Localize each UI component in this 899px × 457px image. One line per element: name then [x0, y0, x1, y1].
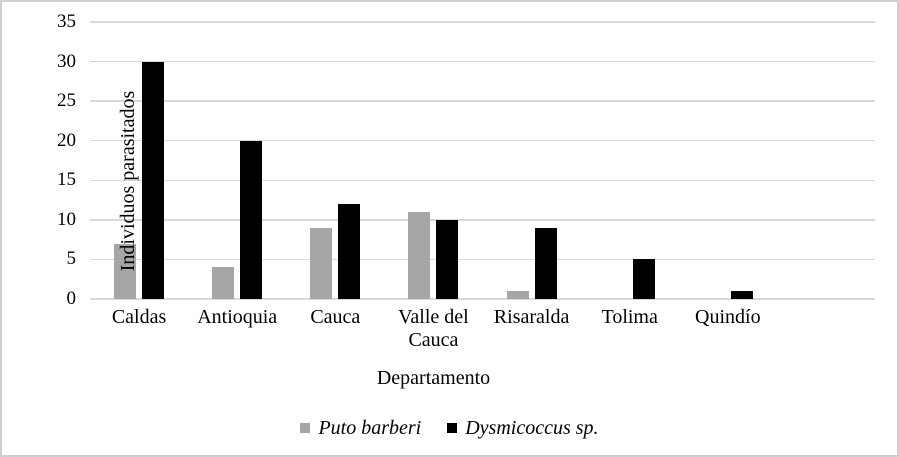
- y-tick-label-35: 35: [57, 11, 76, 32]
- x-category-label-Quindío: Quindío: [695, 306, 761, 328]
- category-slot-Caldas: [90, 22, 188, 299]
- legend-swatch-icon: [447, 423, 458, 433]
- x-category-label-Risaralda: Risaralda: [493, 306, 570, 328]
- bar-puto-barberi-4: [506, 291, 529, 299]
- category-slot-Cauca: [286, 22, 384, 299]
- bar-puto-barberi-2: [310, 227, 333, 299]
- category-slot-Antioquia: [188, 22, 286, 299]
- x-category-label-Valle del Cauca: Valle del Cauca: [398, 306, 469, 351]
- bar-puto-barberi-0: [114, 243, 137, 299]
- bar-dysmicoccus-sp--6: [730, 291, 753, 299]
- gridline-25: [90, 100, 875, 102]
- gridline-15: [90, 179, 875, 182]
- legend-item-dysmicoccus-sp-: Dysmicoccus sp.: [447, 416, 599, 440]
- x-category-label-Tolima: Tolima: [601, 306, 658, 328]
- gridline-10: [90, 219, 875, 221]
- legend: Puto barberi Dysmicoccus sp.: [2, 416, 897, 440]
- bar-dysmicoccus-sp--5: [632, 259, 655, 299]
- bar-slots: [90, 22, 875, 299]
- gridline-30: [90, 60, 875, 63]
- category-slot-Risaralda: [483, 22, 581, 299]
- bar-dysmicoccus-sp--2: [338, 204, 361, 299]
- x-category-label-Caldas: Caldas: [111, 306, 167, 328]
- y-tick-label-25: 25: [57, 90, 76, 112]
- y-tick-label-5: 5: [66, 248, 77, 270]
- gridline-35: [90, 21, 875, 23]
- category-slot-Tolima: [581, 22, 679, 299]
- y-tick-label-15: 15: [57, 169, 76, 191]
- bar-dysmicoccus-sp--0: [142, 61, 165, 299]
- gridline-5: [90, 258, 875, 261]
- legend-label: Puto barberi: [318, 417, 422, 439]
- bar-dysmicoccus-sp--1: [240, 140, 263, 299]
- bar-puto-barberi-1: [212, 267, 235, 299]
- y-tick-label-0: 0: [66, 288, 77, 309]
- category-slot-Valle del Cauca: [384, 22, 482, 299]
- bar-puto-barberi-3: [408, 211, 431, 299]
- gridline-0: [90, 298, 875, 300]
- y-tick-label-30: 30: [57, 50, 76, 72]
- bar-dysmicoccus-sp--3: [436, 219, 459, 299]
- bar-dysmicoccus-sp--4: [534, 227, 557, 299]
- y-tick-label-10: 10: [57, 208, 76, 230]
- legend-label: Dysmicoccus sp.: [465, 417, 599, 439]
- x-category-label-Antioquia: Antioquia: [197, 306, 278, 328]
- x-category-label-Cauca: Cauca: [310, 306, 361, 328]
- y-axis-title: Individuos parasitados: [117, 90, 139, 272]
- legend-item-puto-barberi: Puto barberi: [300, 416, 421, 440]
- category-slot-Quindío: [679, 22, 777, 299]
- y-tick-label-20: 20: [57, 129, 76, 151]
- legend-swatch-icon: [300, 423, 311, 433]
- plot-area: Individuos parasitados: [90, 21, 875, 300]
- x-axis-title: Departamento: [376, 367, 491, 389]
- gridline-20: [90, 139, 875, 142]
